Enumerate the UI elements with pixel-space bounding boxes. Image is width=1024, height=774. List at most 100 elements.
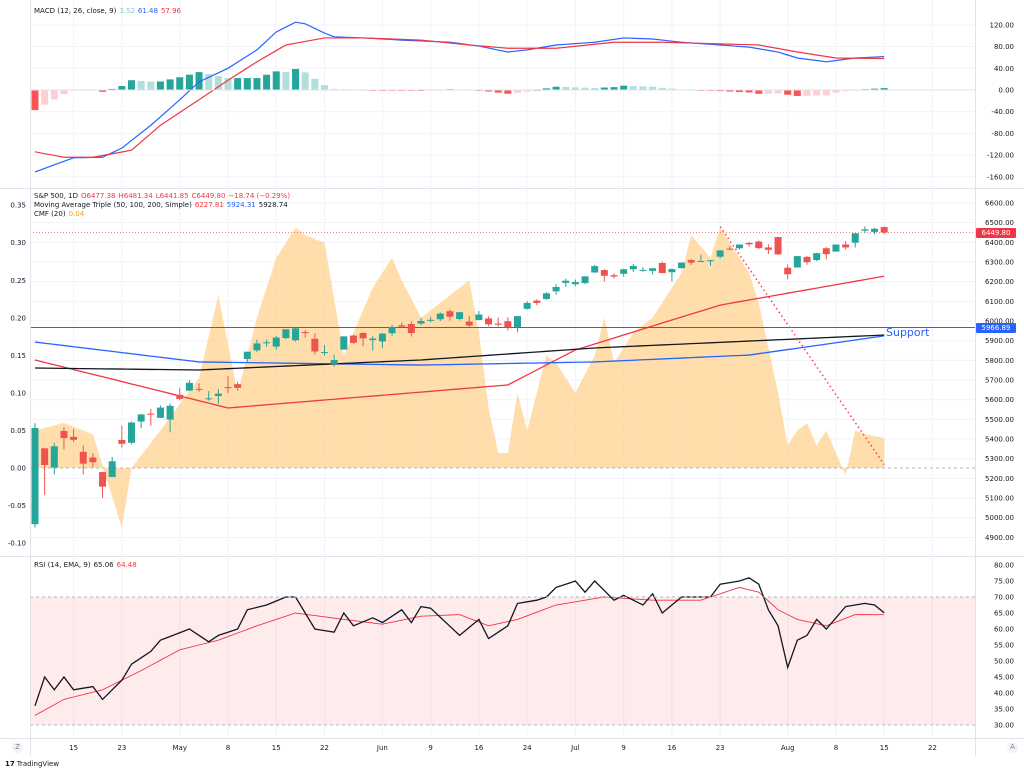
candle[interactable] (79, 445, 87, 475)
candle[interactable] (678, 262, 686, 269)
candle[interactable] (118, 425, 126, 448)
candle[interactable] (330, 354, 338, 367)
candle[interactable] (407, 321, 415, 337)
candle[interactable] (851, 233, 859, 248)
candle[interactable] (311, 333, 319, 355)
candle[interactable] (137, 413, 145, 429)
candle[interactable] (369, 336, 377, 351)
candle[interactable] (813, 252, 821, 262)
candle[interactable] (31, 423, 39, 528)
candle[interactable] (687, 259, 695, 265)
candle[interactable] (147, 408, 155, 426)
candle[interactable] (301, 330, 309, 338)
candle[interactable] (629, 263, 637, 273)
candle[interactable] (726, 246, 734, 251)
candle[interactable] (89, 453, 97, 468)
candle[interactable] (842, 241, 850, 250)
candle[interactable] (591, 264, 599, 273)
candle[interactable] (436, 312, 444, 322)
candle[interactable] (649, 267, 657, 275)
candle[interactable] (697, 254, 705, 263)
candle[interactable] (871, 227, 879, 235)
candle[interactable] (735, 244, 743, 250)
candle[interactable] (581, 276, 589, 285)
candle[interactable] (822, 247, 830, 260)
candle[interactable] (321, 345, 328, 356)
candle[interactable] (446, 309, 454, 321)
candle[interactable] (774, 236, 782, 255)
candle[interactable] (620, 268, 628, 277)
candle[interactable] (600, 269, 608, 282)
candle[interactable] (224, 376, 232, 394)
candles[interactable] (31, 226, 888, 528)
candle[interactable] (542, 292, 550, 300)
candle[interactable] (764, 244, 772, 254)
candle[interactable] (340, 336, 348, 350)
candle[interactable] (243, 351, 251, 363)
candle[interactable] (272, 335, 280, 350)
candle[interactable] (485, 316, 493, 327)
support-label[interactable]: Support (886, 326, 930, 339)
auto-scale-button[interactable]: A (1007, 742, 1018, 753)
candle[interactable] (41, 448, 49, 496)
candle[interactable] (668, 268, 676, 282)
candle[interactable] (427, 316, 435, 323)
candle[interactable] (552, 284, 560, 295)
candle[interactable] (388, 324, 396, 336)
candle[interactable] (292, 327, 300, 342)
candle[interactable] (523, 301, 531, 310)
candle[interactable] (378, 333, 386, 349)
ma-legend[interactable]: Moving Average Triple (50, 100, 200, Sim… (34, 201, 291, 209)
candle[interactable] (803, 256, 811, 265)
time-axis-zoom-button[interactable]: Z (12, 742, 23, 753)
tradingview-logo[interactable]: 𝟭𝟳 TradingView (5, 760, 59, 768)
candle[interactable] (755, 240, 763, 250)
candle[interactable] (658, 261, 666, 274)
rsi-legend[interactable]: RSI (14, EMA, 9) 65.06 64.48 (34, 561, 140, 569)
candle[interactable] (784, 264, 792, 280)
candle[interactable] (185, 380, 193, 392)
candle[interactable] (176, 388, 184, 401)
candle[interactable] (417, 317, 425, 326)
candle[interactable] (195, 383, 203, 392)
candle[interactable] (99, 472, 107, 498)
candle[interactable] (880, 226, 888, 235)
candle[interactable] (108, 456, 116, 478)
candle[interactable] (253, 339, 261, 353)
candle[interactable] (398, 322, 406, 328)
candle[interactable] (349, 334, 357, 344)
candle[interactable] (639, 267, 647, 272)
candle[interactable] (745, 241, 753, 247)
candle[interactable] (263, 339, 271, 347)
candle[interactable] (50, 442, 58, 475)
candle[interactable] (282, 329, 290, 340)
price-legend[interactable]: S&P 500, 1D O6477.38 H6481.34 L6441.85 C6449… (34, 192, 293, 200)
candle[interactable] (861, 226, 869, 234)
candle[interactable] (234, 381, 242, 392)
candle[interactable] (166, 403, 174, 433)
candle[interactable] (494, 317, 502, 327)
candle[interactable] (504, 317, 512, 331)
candle[interactable] (793, 256, 801, 268)
candle[interactable] (156, 405, 164, 419)
macd-legend[interactable]: MACD (12, 26, close, 9) 3.52 61.48 57.96 (34, 7, 184, 15)
candle[interactable] (832, 244, 840, 252)
candle[interactable] (610, 273, 618, 279)
candle[interactable] (533, 299, 541, 306)
candle[interactable] (571, 279, 579, 287)
cmf-legend[interactable]: CMF (20) 0.04 (34, 210, 87, 218)
candle[interactable] (70, 429, 78, 442)
candle[interactable] (514, 316, 521, 333)
candle[interactable] (475, 310, 483, 321)
candle[interactable] (562, 278, 570, 287)
candle[interactable] (205, 391, 213, 401)
candle[interactable] (60, 427, 68, 450)
candle[interactable] (465, 315, 473, 329)
candle[interactable] (716, 250, 724, 259)
candle[interactable] (707, 260, 714, 266)
candle[interactable] (214, 389, 222, 404)
candle[interactable] (128, 421, 135, 445)
candle[interactable] (456, 312, 464, 321)
candle[interactable] (359, 332, 367, 347)
